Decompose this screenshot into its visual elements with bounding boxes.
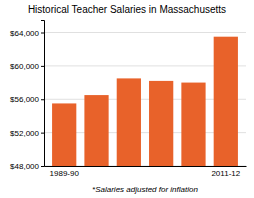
- y-tick-mark: [41, 133, 44, 134]
- x-tick: 1989-90: [50, 166, 80, 178]
- y-tick: $52,000: [10, 129, 44, 138]
- y-tick: $56,000: [10, 95, 44, 104]
- y-tick-mark: [41, 99, 44, 100]
- x-axis: 1989-90 2011-12: [45, 166, 247, 178]
- x-tick-label: 2011-12: [211, 169, 240, 178]
- bar: [117, 78, 141, 166]
- y-axis-line: [41, 21, 45, 167]
- x-axis-line: [45, 166, 247, 167]
- y-tick-mark: [41, 33, 44, 34]
- bar: [214, 37, 238, 166]
- y-tick: $48,000: [10, 162, 44, 171]
- grid-line: [44, 32, 246, 33]
- y-tick-mark: [41, 66, 44, 67]
- chart: $48,000 $52,000 $56,000 $60,000 $64,000 1989-…: [0, 0, 254, 198]
- y-tick-label: $56,000: [10, 95, 39, 104]
- title: Historical Teacher Salaries in Massachus…: [28, 4, 226, 15]
- bar: [181, 83, 205, 166]
- y-tick-label: $64,000: [10, 29, 39, 38]
- bars: [52, 37, 238, 166]
- x-tick: 2011-12: [211, 166, 240, 178]
- x-tick-label: 1989-90: [50, 169, 80, 178]
- y-tick-mark: [41, 166, 44, 167]
- y-tick: $60,000: [10, 62, 44, 71]
- x-label: *Salaries adjusted for inflation: [92, 185, 198, 194]
- y-tick: $64,000: [10, 29, 44, 38]
- bar: [52, 103, 76, 166]
- grid: [44, 33, 246, 166]
- y-tick-label: $60,000: [10, 62, 39, 71]
- bar: [149, 81, 173, 166]
- y-axis: $48,000 $52,000 $56,000 $60,000 $64,000: [10, 21, 44, 172]
- bar: [84, 95, 108, 166]
- y-tick-label: $52,000: [10, 129, 39, 138]
- y-tick-label: $48,000: [10, 162, 39, 171]
